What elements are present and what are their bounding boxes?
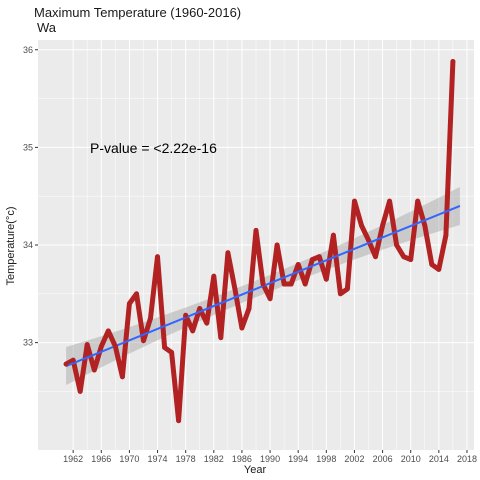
x-tick-label: 2010 — [401, 454, 421, 464]
data-point — [415, 198, 421, 204]
data-point — [218, 335, 224, 341]
x-tick-label: 1982 — [204, 454, 224, 464]
y-axis-title: Temperature(°c) — [5, 207, 17, 286]
chart-title: Maximum Temperature (1960-2016) — [34, 5, 241, 20]
data-point — [302, 281, 308, 287]
data-point — [345, 286, 350, 292]
x-tick-label: 1990 — [260, 454, 280, 464]
y-tick-label: 35 — [23, 142, 33, 152]
data-point — [225, 250, 231, 256]
y-axis-ticks: 33 34 35 36 — [23, 45, 38, 348]
data-point — [98, 344, 104, 349]
data-point — [183, 312, 189, 318]
y-tick-label: 33 — [23, 338, 33, 348]
data-point — [443, 232, 449, 238]
data-point — [63, 361, 69, 367]
y-tick-label: 34 — [23, 240, 33, 250]
x-axis-ticks: 1962 1966 1970 1974 1978 1982 1986 1990 1994 1998… — [63, 450, 477, 464]
data-point — [148, 315, 153, 321]
data-point — [323, 276, 329, 282]
data-point — [155, 254, 160, 260]
data-points — [63, 59, 456, 424]
data-point — [422, 223, 428, 228]
data-point — [169, 350, 175, 355]
data-point — [309, 257, 315, 262]
data-point — [295, 262, 301, 267]
data-point — [204, 320, 210, 326]
data-point — [232, 286, 238, 292]
data-point — [162, 345, 168, 350]
data-point — [288, 281, 294, 287]
data-point — [91, 367, 97, 373]
data-point — [450, 59, 456, 64]
data-point — [260, 281, 266, 287]
p-value-annotation: P-value = <2.22e-16 — [90, 140, 217, 156]
data-point — [366, 237, 371, 243]
data-point — [380, 223, 385, 228]
data-point — [105, 328, 111, 334]
data-point — [359, 223, 364, 228]
data-point — [408, 257, 414, 262]
data-point — [126, 301, 132, 306]
data-point — [253, 228, 259, 233]
x-tick-label: 2006 — [373, 454, 393, 464]
x-tick-label: 1970 — [119, 454, 139, 464]
data-point — [141, 338, 146, 344]
x-tick-label: 2014 — [429, 454, 449, 464]
data-point — [387, 198, 392, 204]
data-point — [429, 262, 435, 267]
data-point — [134, 291, 139, 297]
x-tick-label: 1966 — [91, 454, 111, 464]
chart-subtitle: Wa — [37, 20, 57, 35]
x-tick-label: 1974 — [148, 454, 168, 464]
data-point — [211, 273, 217, 279]
data-point — [70, 357, 76, 363]
data-point — [316, 254, 322, 260]
grid-major — [38, 40, 474, 450]
data-point — [436, 267, 442, 272]
data-point — [77, 389, 83, 394]
y-tick-label: 36 — [23, 45, 33, 55]
data-point — [246, 306, 252, 311]
data-point — [338, 291, 343, 297]
data-point — [373, 254, 378, 260]
data-point — [176, 418, 182, 424]
x-tick-label: 1962 — [63, 454, 83, 464]
x-tick-label: 1978 — [176, 454, 196, 464]
data-point — [120, 374, 125, 380]
data-point — [394, 242, 399, 248]
data-point — [267, 296, 273, 302]
data-point — [113, 344, 118, 349]
x-tick-label: 2002 — [344, 454, 364, 464]
data-point — [281, 281, 287, 287]
data-point — [197, 306, 203, 311]
x-tick-label: 1998 — [316, 454, 336, 464]
x-tick-label: 1994 — [288, 454, 308, 464]
x-axis-title: Year — [244, 464, 267, 476]
data-point — [190, 328, 196, 334]
data-point — [401, 254, 407, 260]
x-tick-label: 2018 — [457, 454, 477, 464]
data-point — [352, 198, 357, 204]
data-point — [239, 325, 245, 331]
x-tick-label: 1986 — [232, 454, 252, 464]
data-point — [331, 232, 336, 238]
data-point — [84, 342, 90, 347]
data-point — [274, 242, 280, 248]
